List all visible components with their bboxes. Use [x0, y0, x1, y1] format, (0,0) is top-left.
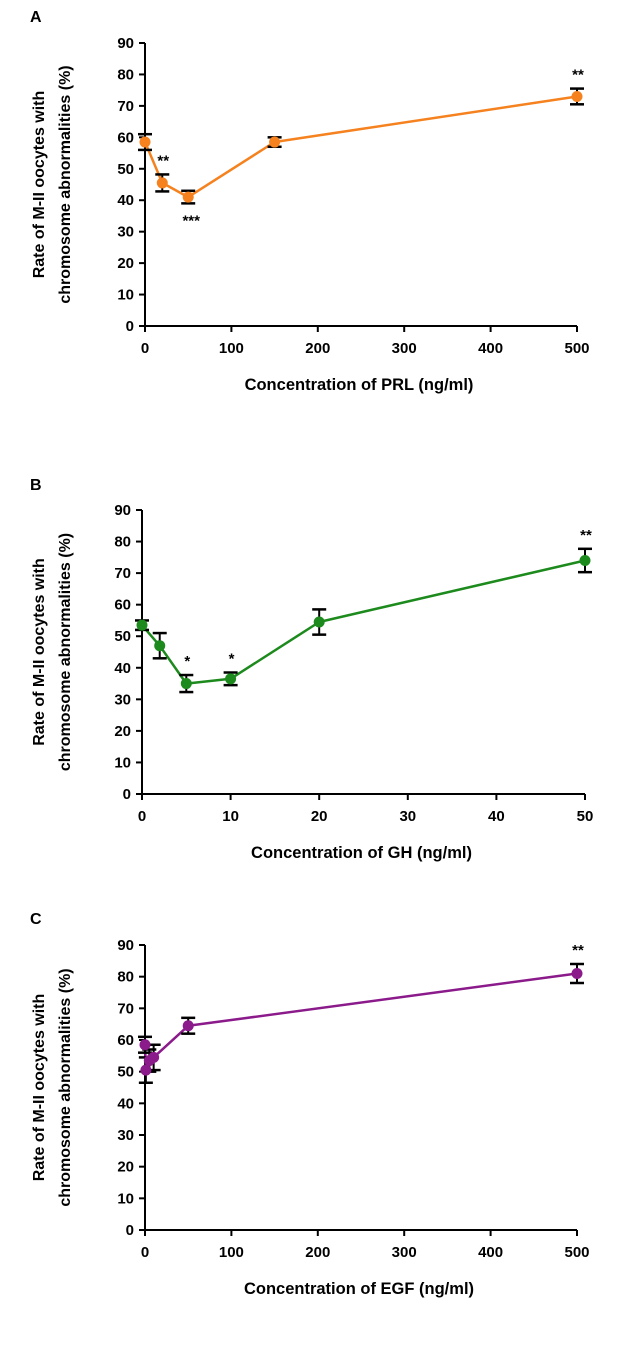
series-line: [143, 972, 578, 1072]
data-point: [136, 619, 148, 631]
panel-letter: A: [30, 9, 42, 26]
y-tick-label: 0: [123, 786, 131, 803]
y-tick-label: 90: [117, 937, 134, 954]
x-tick-label: 0: [138, 808, 146, 825]
data-point: [579, 554, 591, 566]
y-tick-label: 70: [117, 1000, 134, 1017]
y-tick-label: 0: [126, 1222, 134, 1239]
y-axis-label: chromosome abnormalities (%): [57, 533, 74, 771]
y-tick-label: 80: [117, 969, 134, 986]
y-tick-label: 90: [117, 35, 134, 52]
y-axis-label: Rate of M-II oocytes with: [31, 558, 48, 746]
data-point: [148, 1051, 160, 1063]
y-tick-label: 30: [114, 691, 131, 708]
y-tick-label: 50: [117, 1064, 134, 1081]
y-tick-label: 10: [117, 287, 134, 304]
significance-marker: **: [572, 942, 584, 959]
y-tick-label: 60: [117, 129, 134, 146]
y-tick-label: 10: [117, 1190, 134, 1207]
y-axis-label: Rate of M-II oocytes with: [31, 91, 48, 279]
y-tick-label: 20: [117, 1159, 134, 1176]
significance-marker: **: [572, 67, 584, 84]
y-axis-label: chromosome abnormalities (%): [57, 65, 74, 303]
data-point: [154, 640, 166, 652]
x-tick-label: 100: [219, 1244, 244, 1261]
x-tick-label: 300: [392, 1244, 417, 1261]
y-tick-label: 70: [117, 98, 134, 115]
data-point: [182, 1020, 194, 1032]
data-point: [225, 673, 237, 685]
x-tick-label: 10: [222, 808, 239, 825]
data-point: [140, 1064, 152, 1076]
y-tick-label: 80: [117, 66, 134, 83]
data-point: [269, 136, 281, 148]
series-line: [141, 559, 586, 685]
data-point: [313, 616, 325, 628]
y-tick-label: 50: [117, 161, 134, 178]
panel-a: A 0 10 20 30 40 50 60 70 80 90 0 100 200 300 400 500 Conc…: [30, 9, 590, 394]
data-point: [180, 678, 192, 690]
x-tick-label: 500: [564, 340, 589, 357]
x-tick-label: 500: [564, 1244, 589, 1261]
x-tick-label: 20: [311, 808, 328, 825]
significance-marker: **: [157, 152, 169, 169]
y-tick-label: 60: [117, 1032, 134, 1049]
x-tick-label: 0: [141, 340, 149, 357]
y-tick-label: 40: [114, 660, 131, 677]
data-point: [182, 191, 194, 203]
panel-letter: C: [30, 911, 42, 928]
data-point: [139, 136, 151, 148]
data-point: [156, 177, 168, 189]
x-tick-label: 50: [577, 808, 594, 825]
data-point: [571, 90, 583, 102]
x-tick-label: 300: [392, 340, 417, 357]
y-axis-label: Rate of M-II oocytes with: [31, 994, 48, 1182]
x-tick-label: 100: [219, 340, 244, 357]
y-axis-label: chromosome abnormalities (%): [57, 968, 74, 1206]
data-point: [571, 968, 583, 979]
x-tick-label: 400: [478, 340, 503, 357]
significance-marker: **: [580, 527, 592, 544]
y-tick-label: 90: [114, 502, 131, 519]
y-tick-label: 60: [114, 597, 131, 614]
x-tick-label: 400: [478, 1244, 503, 1261]
y-tick-label: 70: [114, 565, 131, 582]
x-axis-label: Concentration of PRL (ng/ml): [245, 376, 474, 394]
x-tick-label: 40: [488, 808, 505, 825]
panel-b: B 0 10 20 30 40 50 60 70 80 90 0 10 20 30 40 50 Concentra…: [30, 477, 593, 862]
panel-letter: B: [30, 477, 42, 494]
significance-marker: *: [229, 651, 235, 668]
significance-marker: *: [184, 653, 190, 670]
x-axis-label: Concentration of EGF (ng/ml): [244, 1280, 474, 1298]
x-axis-label: Concentration of GH (ng/ml): [251, 844, 472, 862]
x-tick-label: 200: [305, 340, 330, 357]
y-tick-label: 20: [114, 723, 131, 740]
y-tick-label: 80: [114, 534, 131, 551]
y-tick-label: 50: [114, 628, 131, 645]
y-tick-label: 10: [114, 754, 131, 771]
y-tick-label: 30: [117, 1127, 134, 1144]
x-tick-label: 30: [399, 808, 416, 825]
series-line: [143, 95, 578, 199]
significance-marker: ***: [182, 212, 200, 229]
panel-c: C 0 10 20 30 40 50 60 70 80 90 0 100 200 300 400 500 Conc…: [30, 911, 590, 1298]
y-tick-label: 40: [117, 192, 134, 209]
data-point: [139, 1039, 151, 1051]
x-tick-label: 0: [141, 1244, 149, 1261]
y-tick-label: 40: [117, 1095, 134, 1112]
x-tick-label: 200: [305, 1244, 330, 1261]
y-tick-label: 20: [117, 255, 134, 272]
y-tick-label: 0: [126, 318, 134, 335]
y-tick-label: 30: [117, 224, 134, 241]
